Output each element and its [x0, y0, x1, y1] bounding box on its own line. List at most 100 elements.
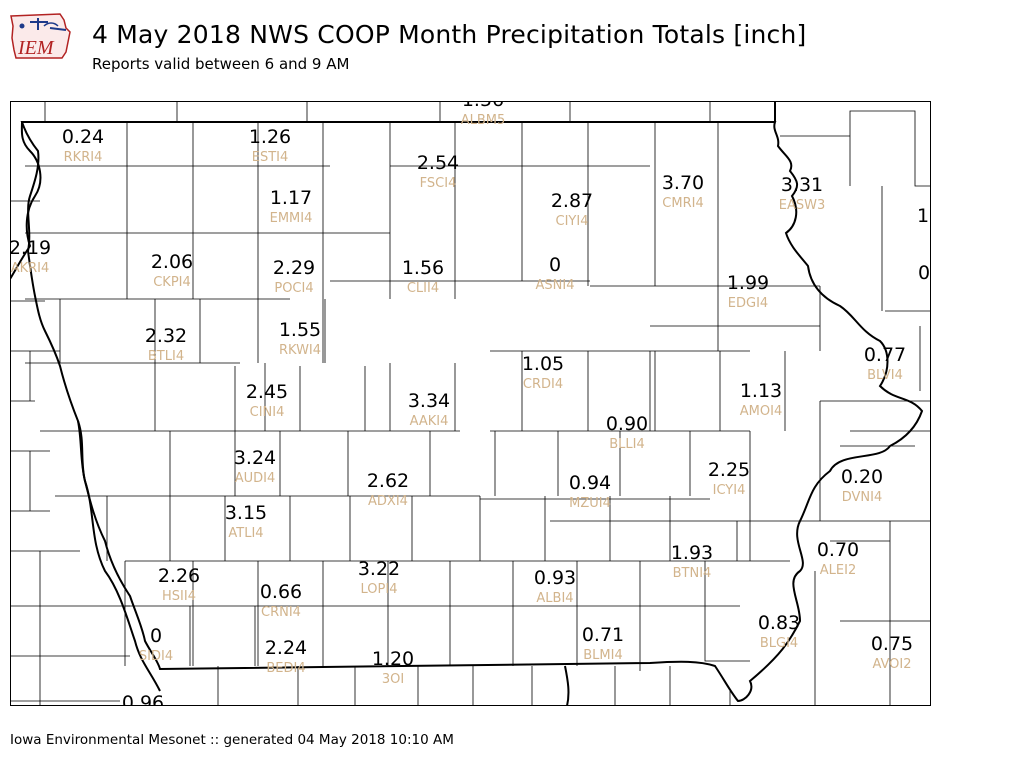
station-id: EASW3	[779, 198, 825, 213]
edge-precip-value: 1	[917, 205, 929, 227]
station-asni4: 0 ASNI4	[536, 254, 575, 293]
station-id: BLLI4	[609, 437, 645, 452]
precip-value: 0.20	[841, 466, 883, 488]
precip-value: 2.25	[708, 459, 750, 481]
station-poci4: 2.29 POCI4	[273, 257, 315, 296]
precip-value: 0.77	[864, 344, 906, 366]
station-dvni4: 0.20 DVNI4	[841, 466, 883, 505]
precip-value: 2.54	[417, 152, 459, 174]
precip-value: 1.55	[279, 319, 321, 341]
station-id: BTNI4	[673, 566, 712, 581]
precip-value: 0	[150, 625, 162, 647]
station-id: BLVI4	[867, 368, 903, 383]
precip-value: 0.90	[606, 413, 648, 435]
precip-value: 2.62	[367, 470, 409, 492]
precipitation-map: 1.56 ALBM5 0.24 RKRI4 1.26 ESTI4 2.54 FSCI4 3.70…	[10, 101, 931, 706]
station-cmri4: 3.70 CMRI4	[662, 172, 704, 211]
station-cini4: 2.45 CINI4	[246, 381, 288, 420]
precip-value: 3.31	[781, 174, 823, 196]
station-id: RKRI4	[64, 150, 103, 165]
iem-logo: IEM	[8, 8, 78, 66]
station-id: ADXI4	[368, 494, 408, 509]
precip-value: 0.70	[817, 539, 859, 561]
station-aaki4: 3.34 AAKI4	[408, 390, 450, 429]
station-id: EDGI4	[728, 296, 768, 311]
station-id: RKWI4	[279, 343, 321, 358]
precip-value: 3.15	[225, 502, 267, 524]
station-emmi4: 1.17 EMMI4	[270, 187, 313, 226]
station-btli4: 2.32 BTLI4	[145, 325, 187, 364]
precip-value: 2.24	[265, 637, 307, 659]
precip-value: 2.32	[145, 325, 187, 347]
precip-value: 0.93	[534, 567, 576, 589]
station-btni4: 1.93 BTNI4	[671, 542, 713, 581]
precip-value: 1.05	[522, 353, 564, 375]
precip-value: 0.94	[569, 472, 611, 494]
station-id: LOPI4	[361, 582, 398, 597]
precip-value: 3.22	[358, 558, 400, 580]
station-ciyi4: 2.87 CIYI4	[551, 190, 593, 229]
precip-value: 2.19	[10, 237, 51, 259]
station-id: CINI4	[250, 405, 285, 420]
station-hsii4: 2.26 HSII4	[158, 565, 200, 604]
precip-value: 1.99	[727, 272, 769, 294]
station-icyi4: 2.25 ICYI4	[708, 459, 750, 498]
map-subtitle: Reports valid between 6 and 9 AM	[92, 55, 350, 73]
station-adxi4: 2.62 ADXI4	[367, 470, 409, 509]
station-id: DVNI4	[842, 490, 883, 505]
station-avoi2: 0.75 AVOI2	[871, 633, 913, 672]
station-id: BTLI4	[148, 349, 184, 364]
station-albi4: 0.93 ALBI4	[534, 567, 576, 606]
edge-precip-value: 0.96	[122, 692, 164, 706]
station-id: ASNI4	[536, 278, 575, 293]
station-ckpi4: 2.06 CKPI4	[151, 251, 193, 290]
precip-value: 2.29	[273, 257, 315, 279]
station-blvi4: 0.77 BLVI4	[864, 344, 906, 383]
station-clii4: 1.56 CLII4	[402, 257, 444, 296]
precip-value: 0.71	[582, 624, 624, 646]
precip-value: 1.20	[372, 648, 414, 670]
station-id: FSCI4	[420, 176, 457, 191]
precip-value: 1.26	[249, 126, 291, 148]
station-id: CIYI4	[556, 214, 589, 229]
station-id: ESTI4	[252, 150, 289, 165]
station-id: BLGI4	[760, 636, 798, 651]
station-id: MZUI4	[569, 496, 611, 511]
precip-value: 3.24	[234, 447, 276, 469]
station-3oi: 1.20 3OI	[372, 648, 414, 687]
station-atli4: 3.15 ATLI4	[225, 502, 267, 541]
station-blli4: 0.90 BLLI4	[606, 413, 648, 452]
map-title: 4 May 2018 NWS COOP Month Precipitation …	[92, 20, 807, 49]
station-id: AAKI4	[410, 414, 449, 429]
station-id: BEDI4	[266, 661, 305, 676]
station-id: AVOI2	[872, 657, 911, 672]
station-id: BLMI4	[583, 648, 622, 663]
station-id: SIDI4	[139, 649, 173, 664]
station-id: AMOI4	[740, 404, 782, 419]
station-akri4: 2.19 AKRI4	[10, 237, 51, 276]
station-id: CMRI4	[662, 196, 703, 211]
footer-credit: Iowa Environmental Mesonet :: generated …	[10, 732, 454, 748]
precip-value: 2.45	[246, 381, 288, 403]
station-id: EMMI4	[270, 211, 313, 226]
station-crdi4: 1.05 CRDI4	[522, 353, 564, 392]
edge-precip-value: 0	[918, 262, 930, 284]
station-lopi4: 3.22 LOPI4	[358, 558, 400, 597]
station-id: AKRI4	[11, 261, 50, 276]
precip-value: 1.13	[740, 380, 782, 402]
station-id: AUDI4	[235, 471, 276, 486]
precip-value: 1.56	[462, 101, 504, 111]
precip-value: 0.75	[871, 633, 913, 655]
precip-value: 1.17	[270, 187, 312, 209]
station-labels: 1.56 ALBM5 0.24 RKRI4 1.26 ESTI4 2.54 FSCI4 3.70…	[10, 101, 913, 687]
station-id: CRNI4	[261, 605, 301, 620]
station-mzui4: 0.94 MZUI4	[569, 472, 611, 511]
county-lines	[10, 101, 930, 706]
station-bedi4: 2.24 BEDI4	[265, 637, 307, 676]
station-blgi4: 0.83 BLGI4	[758, 612, 800, 651]
precip-value: 1.93	[671, 542, 713, 564]
station-sidi4: 0 SIDI4	[139, 625, 173, 664]
precip-value: 1.56	[402, 257, 444, 279]
edge-values: 100.96	[122, 205, 930, 706]
station-id: ALBM5	[461, 113, 506, 128]
